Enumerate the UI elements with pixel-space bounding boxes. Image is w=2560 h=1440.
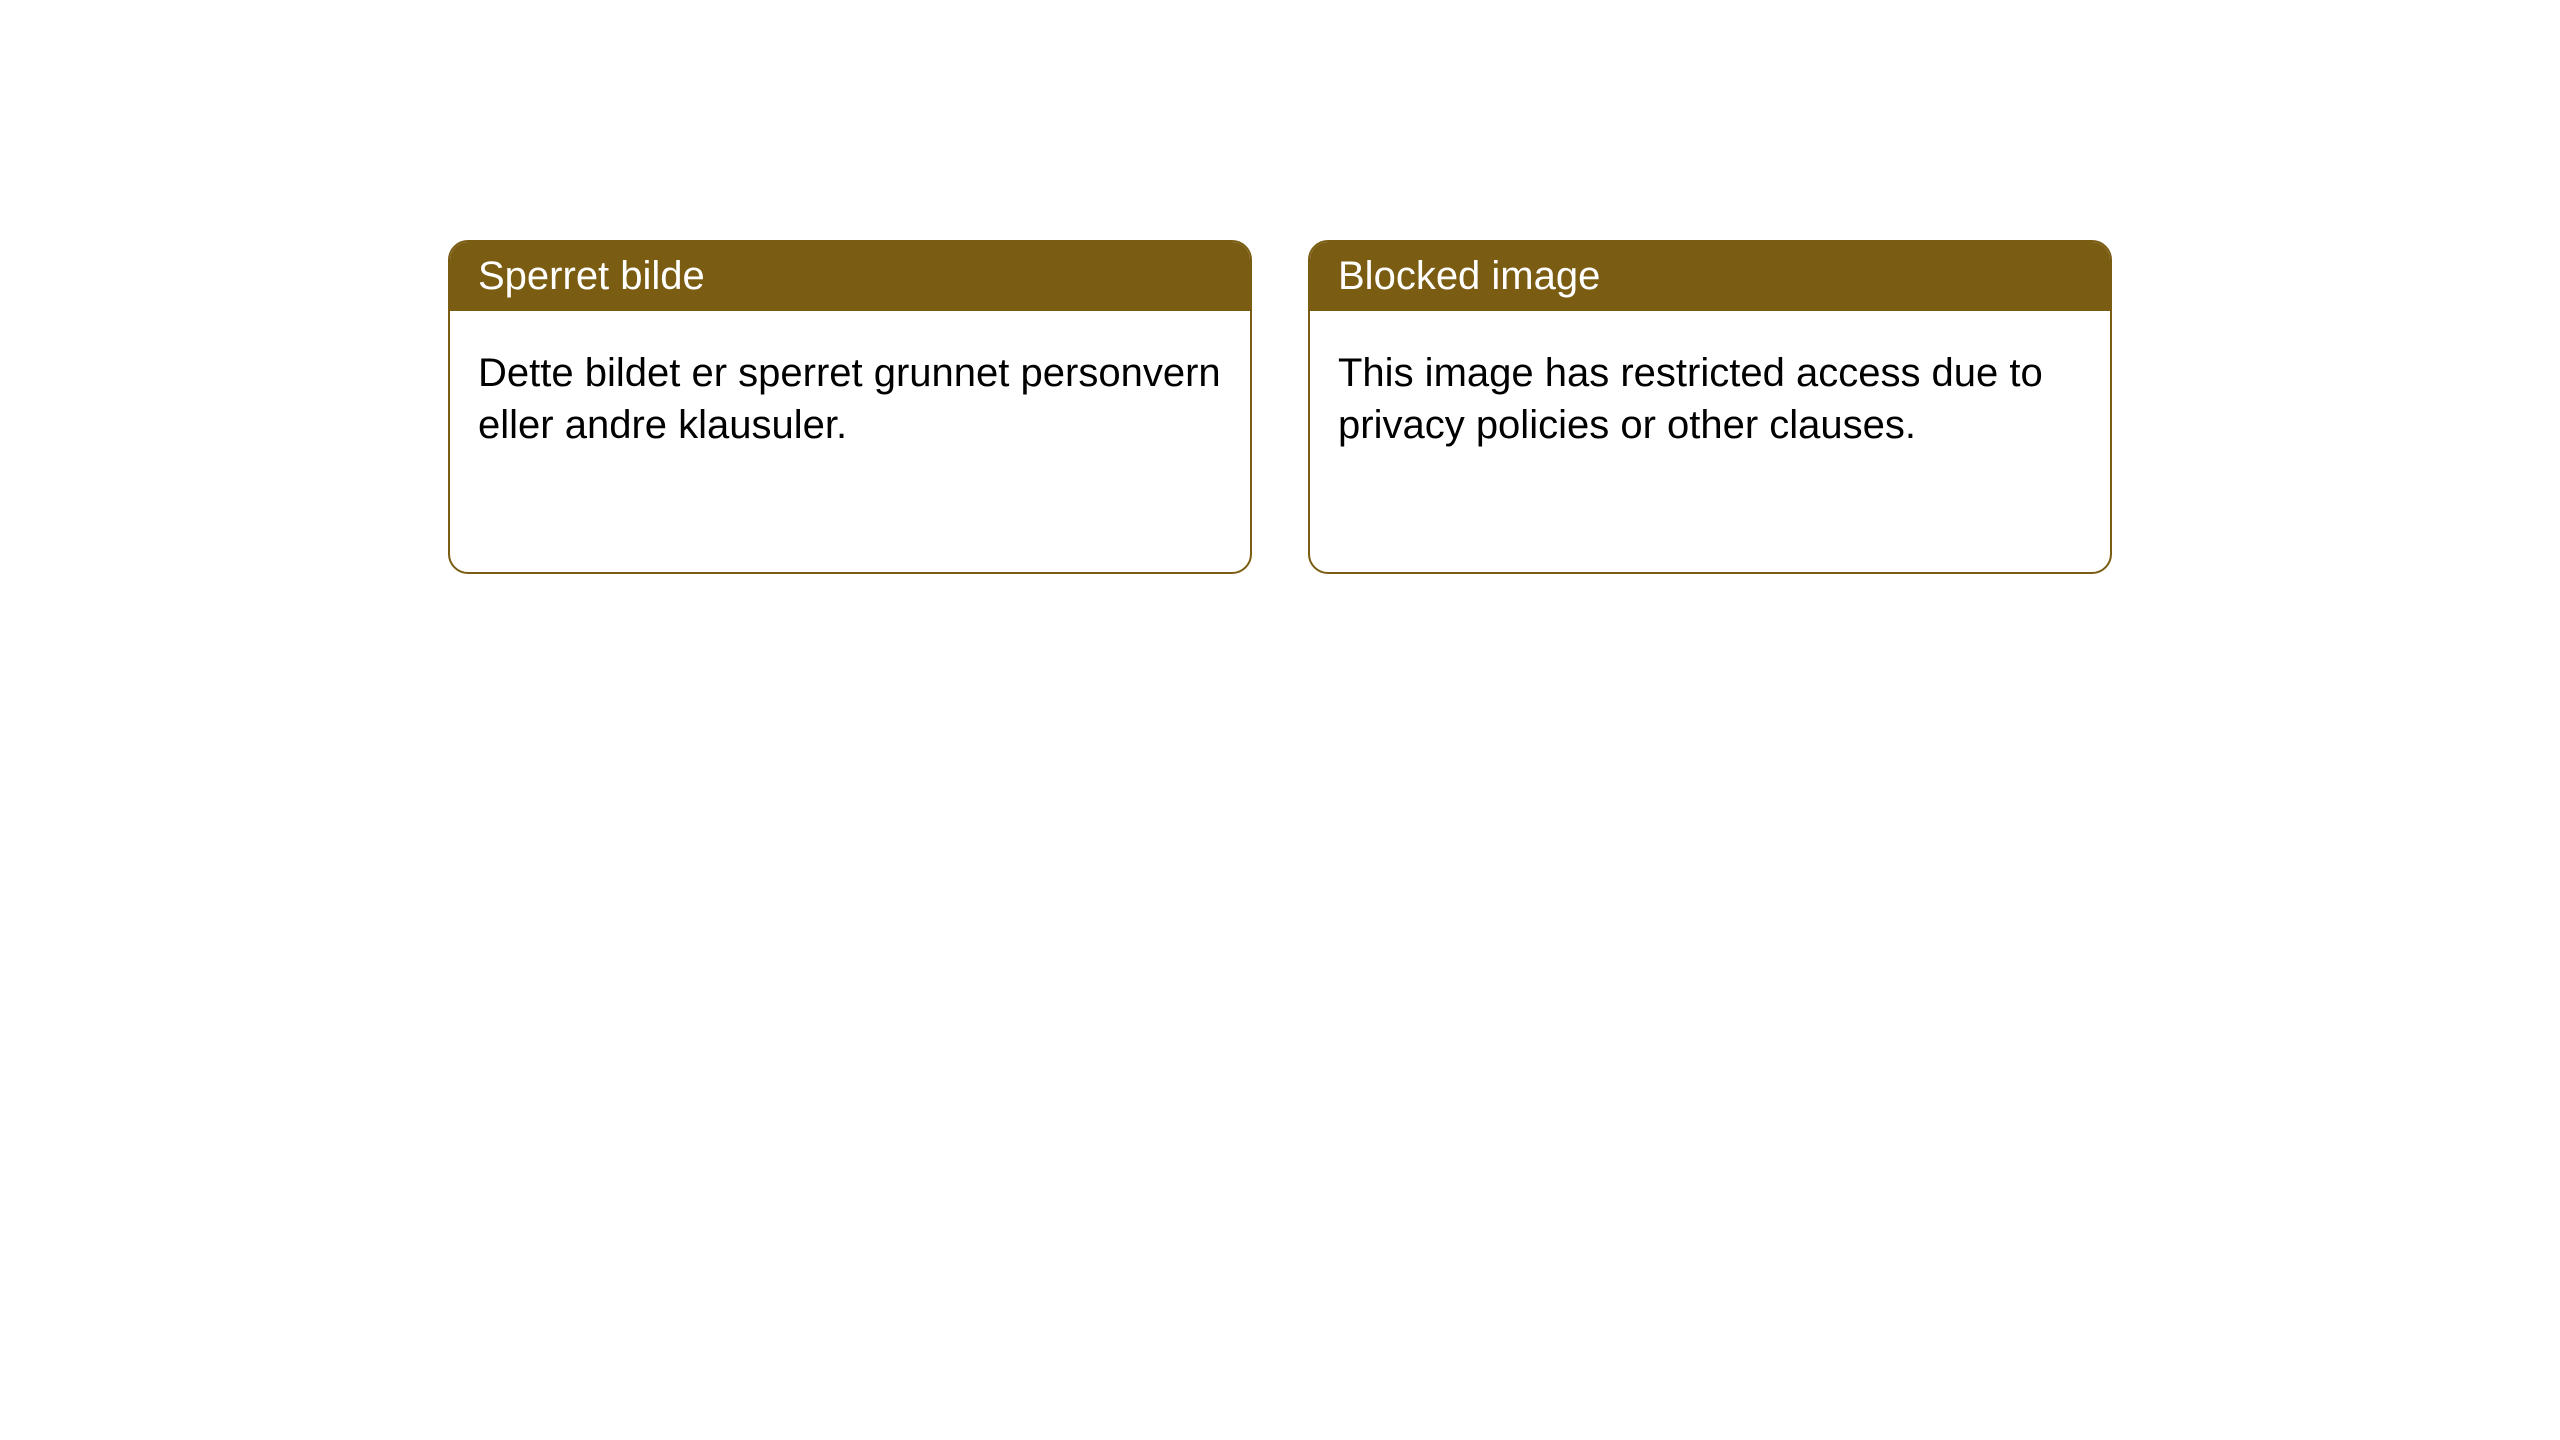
notice-card-norwegian: Sperret bilde Dette bildet er sperret gr…	[448, 240, 1252, 574]
notice-body-english: This image has restricted access due to …	[1310, 311, 2110, 487]
notice-container: Sperret bilde Dette bildet er sperret gr…	[0, 0, 2560, 574]
notice-body-norwegian: Dette bildet er sperret grunnet personve…	[450, 311, 1250, 487]
notice-title-english: Blocked image	[1310, 242, 2110, 311]
notice-title-norwegian: Sperret bilde	[450, 242, 1250, 311]
notice-card-english: Blocked image This image has restricted …	[1308, 240, 2112, 574]
